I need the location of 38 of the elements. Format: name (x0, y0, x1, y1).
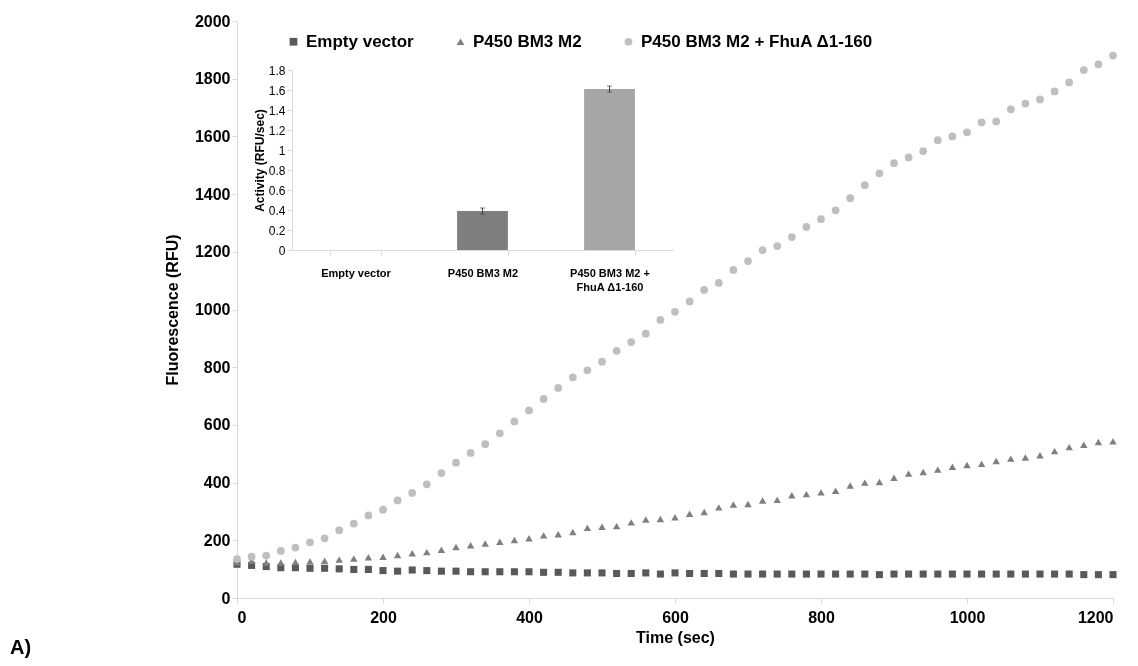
y-axis-title: Activity (RFU/sec) (252, 109, 267, 212)
y-tick-label: 800 (203, 358, 231, 376)
y-tick-label: 1600 (194, 127, 231, 145)
y-tick-label: 0 (278, 243, 286, 258)
y-tick-label: 0.2 (268, 223, 286, 238)
x-tick-label: 800 (808, 608, 835, 626)
y-tick-label: 1 (278, 143, 286, 158)
y-tick-label: 2000 (194, 12, 231, 30)
x-tick-label: 1200 (1077, 608, 1114, 626)
x-tick-label: 200 (370, 608, 397, 626)
legend-label: Empty vector (306, 31, 415, 51)
x-tick-label: P450 BM3 M2 + FhuA Δ1-160 (570, 266, 650, 293)
y-tick-label: 600 (203, 416, 231, 434)
x-tick-label: 1000 (949, 608, 986, 626)
y-tick-label: 1.6 (268, 83, 286, 98)
y-tick-label: 1.8 (268, 63, 286, 78)
x-tick-label: Empty vector (321, 266, 392, 279)
x-tick-label: P450 BM3 M2 (447, 266, 519, 279)
legend-label: P450 BM3 M2 (473, 31, 582, 51)
y-tick-label: 1.4 (268, 103, 286, 118)
y-tick-label: 200 (203, 531, 231, 549)
x-tick-label: 0 (237, 608, 247, 626)
legend-label: P450 BM3 M2 + FhuA Δ1-160 (641, 31, 873, 51)
y-tick-label: 0.4 (268, 203, 286, 218)
x-tick-label: 400 (516, 608, 543, 626)
y-tick-label: 1200 (194, 243, 231, 261)
x-axis-title: Time (sec) (636, 628, 715, 646)
y-tick-label: 1800 (194, 70, 231, 88)
y-tick-label: 1.2 (268, 123, 286, 138)
y-tick-label: 1400 (194, 185, 231, 203)
text: A) (10, 636, 32, 659)
y-tick-label: 0 (221, 589, 231, 607)
y-tick-label: 400 (203, 474, 231, 492)
y-tick-label: 0.6 (268, 183, 286, 198)
y-tick-label: 1000 (194, 301, 231, 318)
y-axis-title: Fluorescence (RFU) (163, 234, 181, 386)
x-tick-label: 600 (662, 608, 689, 626)
y-tick-label: 0.8 (268, 163, 286, 178)
